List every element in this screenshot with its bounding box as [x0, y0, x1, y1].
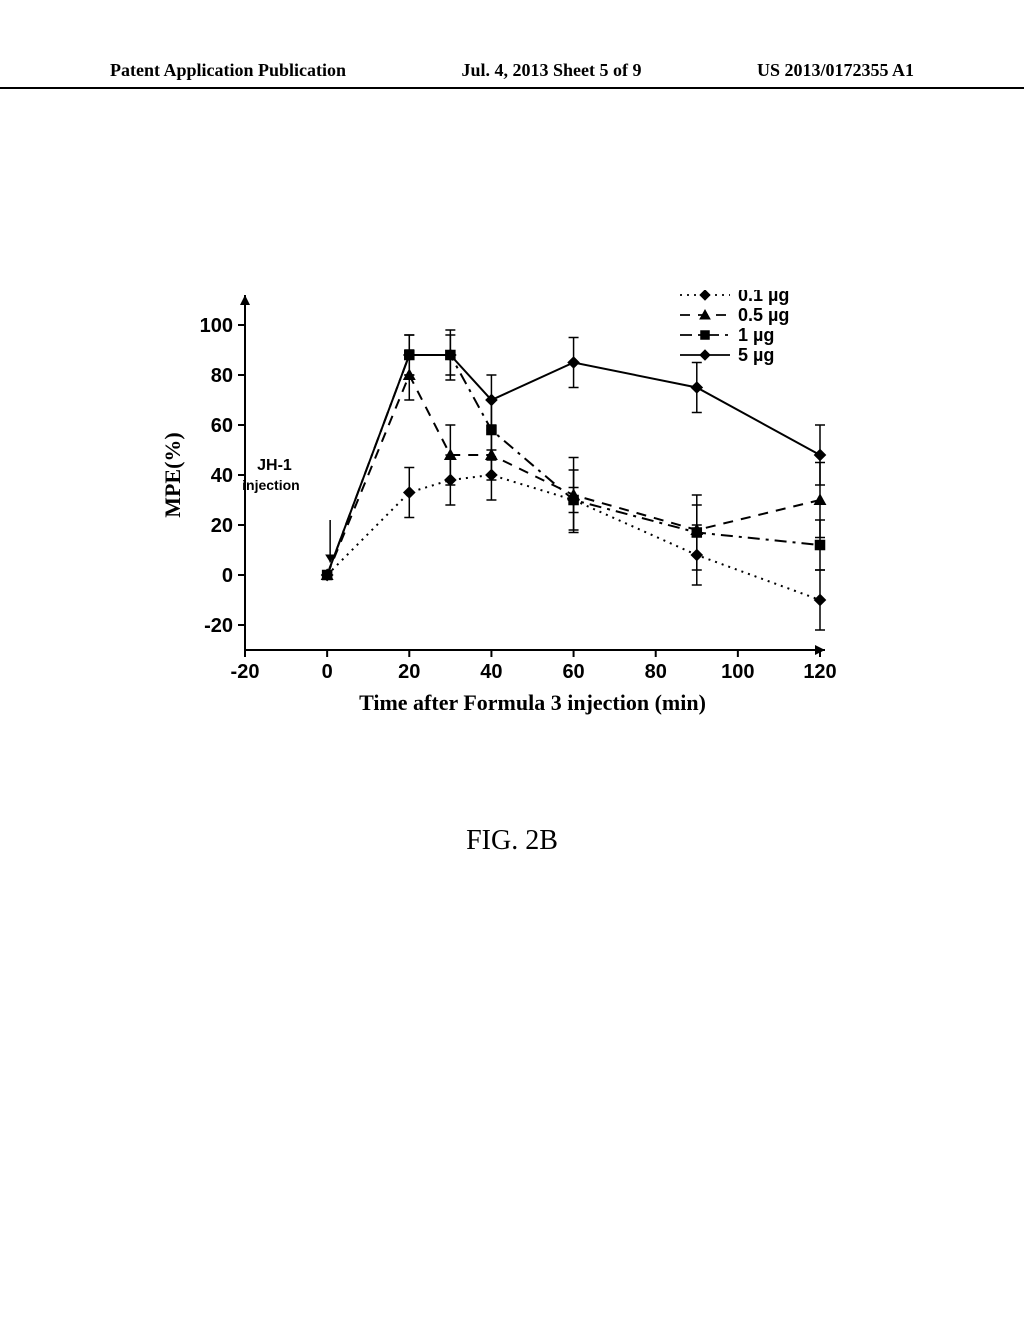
figure-caption: FIG. 2B	[0, 825, 1024, 857]
svg-text:0.1 µg: 0.1 µg	[738, 290, 789, 305]
svg-text:40: 40	[480, 661, 502, 683]
header-left: Patent Application Publication	[110, 60, 346, 81]
mpe-chart: -20 0 20 40 60 80 100 120 -20 0 20 40 60 80 100 Time af…	[160, 290, 840, 720]
svg-text:Time after Formula 3 injection: Time after Formula 3 injection (min)	[359, 690, 706, 715]
svg-text:120: 120	[803, 661, 836, 683]
svg-text:60: 60	[562, 661, 584, 683]
header-center: Jul. 4, 2013 Sheet 5 of 9	[462, 60, 642, 81]
svg-text:60: 60	[211, 415, 233, 437]
svg-text:0: 0	[322, 661, 333, 683]
svg-text:40: 40	[211, 465, 233, 487]
svg-text:5 µg: 5 µg	[738, 345, 774, 365]
svg-text:JH-1: JH-1	[257, 457, 292, 474]
svg-text:-20: -20	[231, 661, 260, 683]
svg-text:1 µg: 1 µg	[738, 325, 774, 345]
svg-text:0: 0	[222, 565, 233, 587]
svg-text:80: 80	[211, 365, 233, 387]
svg-text:20: 20	[398, 661, 420, 683]
svg-text:80: 80	[645, 661, 667, 683]
svg-text:MPE(%): MPE(%)	[160, 432, 185, 518]
svg-text:20: 20	[211, 515, 233, 537]
svg-text:-20: -20	[204, 615, 233, 637]
svg-text:100: 100	[200, 315, 233, 337]
svg-text:injection: injection	[242, 477, 300, 493]
page-header: Patent Application Publication Jul. 4, 2…	[0, 60, 1024, 89]
svg-text:100: 100	[721, 661, 754, 683]
header-right: US 2013/0172355 A1	[757, 60, 914, 81]
svg-text:0.5 µg: 0.5 µg	[738, 305, 789, 325]
